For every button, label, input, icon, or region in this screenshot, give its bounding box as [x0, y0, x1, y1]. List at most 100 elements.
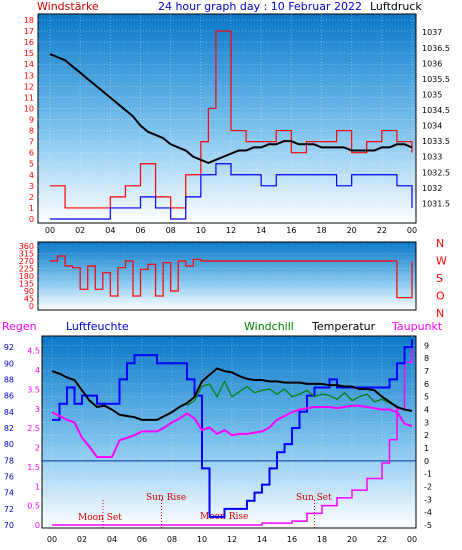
panel2-background [37, 241, 417, 311]
y-tick-label: 0 [29, 302, 34, 311]
humidity-tick-label: 86 [4, 392, 14, 401]
panel1-ticks: 01234567891011121314151617181031.5103210… [24, 16, 450, 235]
left-label: Windstärke [37, 0, 99, 13]
temp-tick-label: -5 [424, 521, 432, 530]
panel3-series [51, 339, 413, 526]
moon-set-label: Moon Set [78, 513, 122, 523]
rain-tick-label: 1 [35, 482, 40, 491]
temp-tick-label: 6 [424, 380, 429, 389]
y-tick-label: 11 [24, 93, 34, 102]
x-tick-label: 00 [47, 535, 57, 544]
series-temperatur [51, 367, 413, 421]
label-temperatur: Temperatur [311, 320, 376, 333]
rain-tick-label: 4 [35, 366, 40, 375]
x-tick-label: 14 [257, 535, 267, 544]
humidity-tick-label: 84 [4, 408, 14, 417]
x-tick-label: 06 [135, 226, 145, 235]
series-windstaerke [50, 30, 413, 209]
y-tick-label: 1 [29, 204, 34, 213]
temp-tick-label: -2 [424, 483, 432, 492]
x-tick-label: 20 [347, 226, 357, 235]
x-tick-label: 10 [196, 226, 206, 235]
rain-tick-label: 3 [35, 405, 40, 414]
x-tick-label: 08 [167, 535, 177, 544]
panel1-series [49, 30, 413, 220]
panel1-background [37, 13, 417, 224]
humidity-tick-label: 80 [4, 440, 14, 449]
temp-tick-label: 5 [424, 393, 429, 402]
y-tick-label: 17 [24, 27, 34, 36]
humidity-tick-label: 88 [4, 375, 14, 384]
x-tick-label: 16 [286, 226, 296, 235]
y-tick-label: 13 [24, 71, 34, 80]
x-tick-label: 00 [407, 226, 417, 235]
x-tick-label: 00 [45, 226, 55, 235]
y-tick-label: 180 [19, 272, 34, 281]
x-tick-label: 22 [377, 226, 387, 235]
label-luftfeuchte: Luftfeuchte [66, 320, 129, 333]
series-windrichtung [50, 255, 413, 299]
temp-tick-label: -4 [424, 508, 432, 517]
x-tick-label: 18 [316, 226, 326, 235]
y2-tick-label: 1035.5 [422, 75, 450, 84]
x-tick-label: 02 [77, 535, 87, 544]
temp-tick-label: 2 [424, 431, 429, 440]
y-tick-label: 5 [29, 160, 34, 169]
y-tick-label: 15 [24, 49, 34, 58]
x-tick-label: 04 [107, 535, 117, 544]
temp-tick-label: 7 [424, 367, 429, 376]
humidity-tick-label: 74 [4, 489, 14, 498]
x-tick-label: 12 [226, 226, 236, 235]
y2-tick-label: 1032 [422, 184, 442, 193]
x-tick-label: 02 [75, 226, 85, 235]
y-tick-label: 6 [29, 149, 34, 158]
y2-tick-label: 1037 [422, 28, 442, 37]
x-tick-label: 16 [287, 535, 297, 544]
temp-tick-label: 0 [424, 457, 429, 466]
series-regen [52, 346, 413, 526]
y-tick-label: 0 [29, 215, 34, 224]
y-tick-label: 16 [24, 38, 34, 47]
y-tick-label: 270 [19, 257, 34, 266]
humidity-tick-label: 76 [4, 472, 14, 481]
y-tick-label: 2 [29, 193, 34, 202]
temp-tick-label: 3 [424, 418, 429, 427]
y-tick-label: 360 [19, 242, 34, 251]
y-tick-label: 12 [24, 82, 34, 91]
rain-tick-label: 2.5 [27, 424, 40, 433]
x-tick-label: 18 [317, 535, 327, 544]
rain-tick-label: 1.5 [27, 463, 40, 472]
y2-tick-label: 1032.5 [422, 168, 450, 177]
x-tick-label: 10 [197, 535, 207, 544]
y-tick-label: 90 [24, 287, 34, 296]
temp-tick-label: 9 [424, 341, 429, 350]
series-boeen [50, 163, 413, 220]
chart-title: 24 hour graph day : 10 Februar 2022 [158, 0, 362, 13]
y-tick-label: 9 [29, 116, 34, 125]
direction-letter: N [436, 307, 444, 320]
y2-tick-label: 1034.5 [422, 106, 450, 115]
rain-tick-label: 3.5 [27, 385, 40, 394]
x-tick-label: 22 [377, 535, 387, 544]
y2-tick-label: 1036 [422, 59, 442, 68]
series-luftfeuchte [52, 339, 413, 518]
panel2-series [50, 255, 413, 299]
y-tick-label: 45 [24, 295, 34, 304]
y2-tick-label: 1036.5 [422, 44, 450, 53]
rain-tick-label: 0.5 [27, 502, 40, 511]
y-tick-label: 18 [24, 16, 34, 25]
temp-tick-label: -1 [424, 470, 432, 479]
x-tick-label: 08 [166, 226, 176, 235]
wind-pressure-panel: 01234567891011121314151617181031.5103210… [24, 13, 450, 235]
y2-tick-label: 1033 [422, 153, 442, 162]
temp-tick-label: -3 [424, 495, 432, 504]
y-tick-label: 10 [24, 104, 34, 113]
humidity-tick-label: 78 [4, 456, 14, 465]
panel3-ticks: -5-4-3-2-1012345678970727476788082848688… [4, 341, 432, 544]
temp-tick-label: 8 [424, 354, 429, 363]
series-taupunkt [51, 404, 413, 459]
humidity-tick-label: 82 [4, 424, 14, 433]
